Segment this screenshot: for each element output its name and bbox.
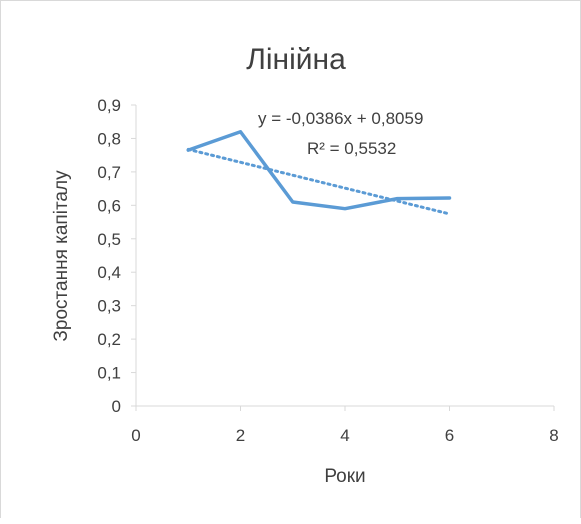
trendline-equation-label: y = -0,0386x + 0,8059: [258, 109, 423, 128]
y-axis-tick-label: 0,1: [97, 364, 121, 383]
x-axis-title: Роки: [324, 466, 365, 487]
y-axis-tick-label: 0,2: [97, 330, 121, 349]
x-axis-tick-label: 2: [236, 426, 245, 445]
x-axis-tick-label: 4: [340, 426, 349, 445]
x-axis-tick-label: 6: [445, 426, 454, 445]
y-axis-tick-labels: 0 0,1 0,2 0,3 0,4 0,5 0,6 0,7 0,8 0,9: [97, 96, 136, 416]
y-axis-title: Зростання капіталу: [51, 170, 72, 342]
x-axis-tick-label: 0: [131, 426, 140, 445]
y-axis-tick-label: 0,7: [97, 163, 121, 182]
x-axis-tick-label: 8: [549, 426, 558, 445]
y-axis-tick-label: 0,5: [97, 230, 121, 249]
y-axis-tick-label: 0: [112, 397, 121, 416]
y-axis-tick-label: 0,9: [97, 96, 121, 115]
trendline-r2-label: R² = 0,5532: [307, 139, 396, 158]
y-axis-tick-label: 0,4: [97, 263, 121, 282]
chart-title: Лінійна: [246, 43, 346, 76]
y-axis-tick-label: 0,6: [97, 196, 121, 215]
x-axis-tick-labels: 0 2 4 6 8: [131, 406, 558, 445]
y-axis-tick-label: 0,3: [97, 297, 121, 316]
y-axis-tick-label: 0,8: [97, 129, 121, 148]
